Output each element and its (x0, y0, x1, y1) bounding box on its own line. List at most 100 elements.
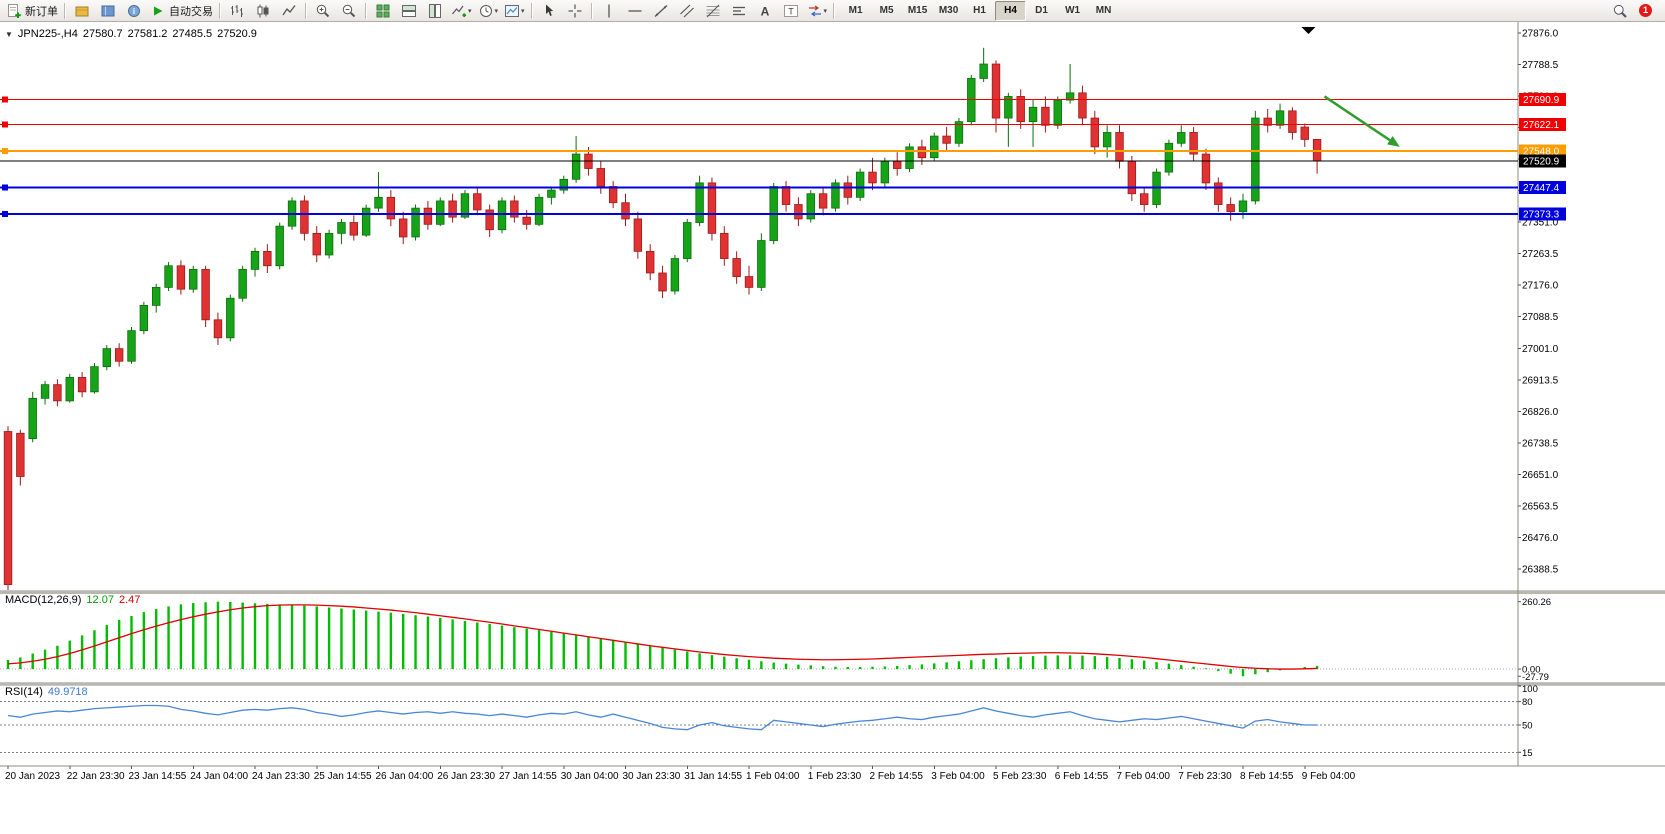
svg-text:3 Feb 04:00: 3 Feb 04:00 (931, 771, 985, 782)
dropdown-caret-icon: ▾ (521, 7, 525, 15)
bar-chart-button[interactable] (224, 0, 250, 22)
toolbar-separator (590, 2, 593, 19)
svg-text:0.00: 0.00 (1522, 665, 1541, 676)
chart-menu-icon[interactable]: ▼ (5, 30, 13, 39)
svg-text:7 Feb 23:30: 7 Feb 23:30 (1178, 771, 1232, 782)
arrows-button[interactable]: ▾ (804, 0, 831, 22)
svg-text:27876.0: 27876.0 (1522, 29, 1559, 40)
svg-text:26388.5: 26388.5 (1522, 564, 1559, 575)
dropdown-caret-icon: ▾ (823, 7, 828, 15)
auto-trading-button[interactable]: 自动交易 (147, 0, 216, 22)
toolbar-separator (530, 2, 533, 19)
svg-text:100: 100 (1522, 684, 1538, 695)
cursor-button[interactable] (536, 0, 562, 22)
rsi-label: RSI(14) (5, 686, 43, 698)
horizontal-line-button[interactable] (622, 0, 648, 22)
timeframe-h1[interactable]: H1 (973, 5, 986, 16)
tile-windows-button[interactable] (370, 0, 396, 22)
hline-handle (2, 184, 8, 191)
help-button[interactable]: i (121, 0, 147, 22)
toolbar-separator (305, 2, 307, 19)
tile-vertical-button[interactable] (422, 0, 448, 22)
svg-text:27690.9: 27690.9 (1523, 95, 1560, 106)
timeframe-d1[interactable]: D1 (1035, 5, 1048, 16)
timeframe-m1[interactable]: M1 (848, 5, 863, 16)
svg-text:25 Jan 14:55: 25 Jan 14:55 (314, 771, 372, 782)
hline-handle (2, 96, 8, 103)
svg-text:27447.4: 27447.4 (1523, 183, 1560, 194)
search-button[interactable] (1607, 0, 1633, 22)
svg-text:27548.0: 27548.0 (1523, 147, 1560, 158)
vertical-line-button[interactable] (596, 0, 622, 22)
text-button[interactable]: A (752, 0, 778, 22)
tile-horizontal-button[interactable] (396, 0, 422, 22)
trendline-button[interactable] (648, 0, 674, 22)
hline-icon (627, 3, 643, 19)
svg-text:50: 50 (1522, 721, 1533, 732)
timeframe-m5[interactable]: M5 (879, 5, 894, 16)
timeframe-mn[interactable]: MN (1095, 5, 1112, 16)
macd-indicator-header: MACD(12,26,9) 12.07 2.47 (5, 594, 145, 606)
channel-icon (679, 3, 695, 19)
fibonacci-button[interactable] (700, 0, 726, 22)
timeframe-w1[interactable]: W1 (1065, 5, 1081, 16)
svg-text:7 Feb 04:00: 7 Feb 04:00 (1117, 771, 1171, 782)
svg-text:i: i (133, 7, 135, 16)
bars-icon (229, 3, 245, 19)
macd-value: 12.07 (86, 594, 114, 606)
templates-button[interactable]: ▾ (501, 0, 528, 22)
new-chart-button[interactable]: ▾ (448, 0, 475, 22)
tile-a-icon (401, 3, 417, 19)
svg-text:27263.5: 27263.5 (1522, 249, 1559, 260)
toolbar-separator (219, 2, 221, 19)
svg-text:27351.0: 27351.0 (1522, 218, 1559, 229)
svg-text:2 Feb 14:55: 2 Feb 14:55 (870, 771, 924, 782)
line-chart-button[interactable] (276, 0, 302, 22)
svg-text:27520.9: 27520.9 (1523, 156, 1560, 167)
svg-text:26 Jan 23:30: 26 Jan 23:30 (437, 771, 495, 782)
cycle-lines-button[interactable] (726, 0, 752, 22)
vline-icon (601, 3, 617, 19)
textT-icon: T (783, 3, 799, 19)
svg-text:15: 15 (1522, 748, 1533, 759)
equidistant-channel-button[interactable] (674, 0, 700, 22)
candles-layer (3, 47, 1322, 590)
svg-text:9 Feb 04:00: 9 Feb 04:00 (1302, 771, 1356, 782)
svg-text:27088.5: 27088.5 (1522, 312, 1559, 323)
market-watch-button[interactable] (95, 0, 121, 22)
clock-icon (478, 3, 494, 19)
crosshair-button[interactable] (562, 0, 588, 22)
gold-box-icon (74, 3, 90, 19)
panel-separators[interactable] (0, 22, 1665, 767)
timeframe-h4[interactable]: H4 (995, 0, 1027, 21)
chart-window[interactable]: 27876.027788.527701.027613.527526.027438… (0, 22, 1665, 834)
timeframe-m15[interactable]: M15 (907, 5, 928, 16)
profiles-button[interactable]: ▾ (475, 0, 502, 22)
candlestick-chart-button[interactable] (250, 0, 276, 22)
zoom-out-button[interactable] (336, 0, 362, 22)
svg-text:24 Jan 04:00: 24 Jan 04:00 (190, 771, 248, 782)
zoom-in-icon (315, 3, 331, 19)
svg-text:26476.0: 26476.0 (1522, 533, 1559, 544)
new-order-button[interactable]: 新订单 (3, 0, 61, 22)
zoom-in-button[interactable] (310, 0, 336, 22)
timeframe-m30[interactable]: M30 (938, 5, 959, 16)
chart-shift-marker[interactable] (1301, 27, 1316, 34)
notification-badge[interactable]: 1 (1639, 4, 1652, 17)
accounts-button[interactable] (69, 0, 95, 22)
svg-text:6 Feb 14:55: 6 Feb 14:55 (1055, 771, 1109, 782)
text-label-button[interactable]: T (778, 0, 804, 22)
svg-text:27 Jan 14:55: 27 Jan 14:55 (499, 771, 557, 782)
svg-text:-27.79: -27.79 (1522, 672, 1549, 683)
svg-text:26738.5: 26738.5 (1522, 438, 1559, 449)
svg-text:31 Jan 14:55: 31 Jan 14:55 (684, 771, 742, 782)
price-chart-canvas[interactable]: 27876.027788.527701.027613.527526.027438… (0, 22, 1665, 834)
cursor-icon (541, 3, 557, 19)
sell-projection-arrow[interactable] (1323, 95, 1400, 147)
rsi-value: 49.9718 (47, 686, 88, 698)
svg-text:23 Jan 14:55: 23 Jan 14:55 (129, 771, 187, 782)
auto-trading-button-label: 自动交易 (169, 5, 213, 18)
time-axis: 20 Jan 2023 22 Jan 23:30 23 Jan 14:55 24 Ja… (5, 766, 1356, 782)
